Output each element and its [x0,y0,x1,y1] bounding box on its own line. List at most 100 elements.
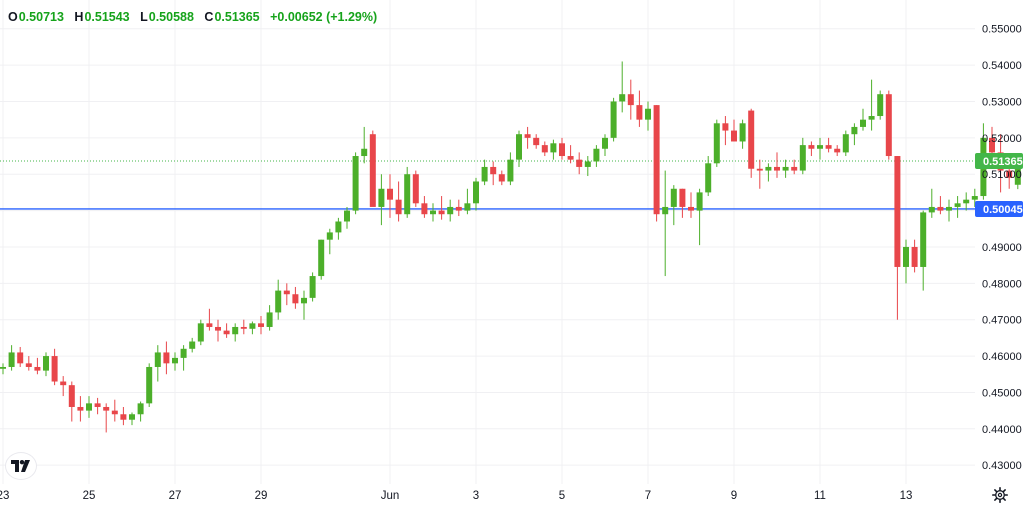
candle-up [0,363,6,375]
candle-body [361,148,368,157]
time-axis[interactable]: 23 25 27 29 Jun 3 5 7 9 11 13 [0,490,912,502]
candle-body [946,206,952,211]
candle-down [77,396,84,422]
candle-down [748,108,755,178]
candle-up [765,163,772,182]
candle-body [335,221,342,233]
candle-body [756,168,763,171]
candle-body [249,323,256,329]
ohlc-legend: O0.50713 H0.51543 L0.50588 C0.51365 +0.0… [8,10,378,24]
candle-body [722,123,729,131]
candle-body [971,196,978,200]
candle-down [103,403,110,433]
candle-up [447,199,454,222]
candle-body [387,188,393,200]
candle-down [283,283,290,306]
price-tick-label: 0.48000 [982,278,1022,290]
candle-body [86,403,92,411]
candle-body [645,108,651,120]
candle-body [498,174,505,182]
candle-body [920,212,927,267]
low-value: 0.50588 [148,10,194,24]
candle-down [163,341,170,375]
candle-down [791,159,798,175]
candle-down [94,397,101,415]
candle-up [817,137,823,160]
candle-body [283,290,290,295]
candle-down [533,134,540,149]
gear-icon[interactable] [992,487,1008,503]
candle-body [851,126,858,135]
candle-body [524,134,531,138]
candle-body [17,352,24,364]
change-value: +0.00652 (+1.29%) [270,10,378,24]
candle-body [868,116,875,120]
candle-up [550,139,557,160]
candle-down [412,170,419,207]
candle-down [541,141,548,157]
hline-price-tag: 0.50045 [975,200,1023,217]
candle-body [662,206,669,215]
candle-down [292,286,299,309]
high-value: 0.51543 [84,10,130,24]
candle-body [232,326,239,335]
candle-body [421,203,428,215]
candle-body [25,363,32,367]
candle-body [154,352,161,367]
low-key: L [140,10,148,24]
candle-body [791,166,798,171]
last-price-tag-bg [975,152,1023,169]
candle-body [705,163,712,193]
candle-body [103,406,110,411]
candle-body [129,414,135,420]
candle-body [326,232,333,240]
candle-up [946,199,952,222]
candle-body [1006,170,1013,178]
candle-body [739,123,746,142]
candle-body [619,94,626,102]
candle-down [679,188,686,218]
candle-body [163,352,170,364]
candle-up [842,130,849,157]
candle-body [137,403,144,415]
candle-body [877,94,884,117]
candle-up [851,123,858,146]
candle-body [455,206,462,211]
candle-body [808,145,815,149]
candle-down [120,406,127,426]
hline-price-tag-text: 0.50045 [983,204,1023,216]
price-tick-label: 0.53000 [982,96,1022,108]
candle-up [903,239,909,284]
close-value: 0.51365 [214,10,260,24]
candle-body [51,356,58,382]
candle-up [43,352,49,377]
candle-body [68,385,75,407]
candle-down [17,346,24,367]
candle-body [903,246,909,267]
candle-body [378,188,385,207]
candle-down [911,239,918,273]
tradingview-logo-icon[interactable] [6,453,36,479]
candle-up [507,152,514,186]
hline-price-tag-bg [975,200,1023,217]
candle-body [258,323,264,327]
candle-up [8,345,15,371]
candle-down [438,196,445,220]
candle-up [860,108,866,131]
candle-up [344,206,350,229]
price-tick-label: 0.44000 [982,424,1022,436]
candle-body [825,145,832,149]
candle-up [266,305,273,331]
candle-down [240,319,247,335]
price-axis[interactable]: 0.55000 0.54000 0.53000 0.52000 0.51000 0.500… [982,24,1022,472]
candle-body [713,123,720,164]
candle-down [215,319,221,342]
candle-body [799,145,806,171]
candle-body [696,192,703,211]
candle-up [877,90,884,120]
candle-up [464,188,471,215]
candle-body [120,414,127,420]
candle-body [774,166,780,171]
candle-up [352,152,359,215]
